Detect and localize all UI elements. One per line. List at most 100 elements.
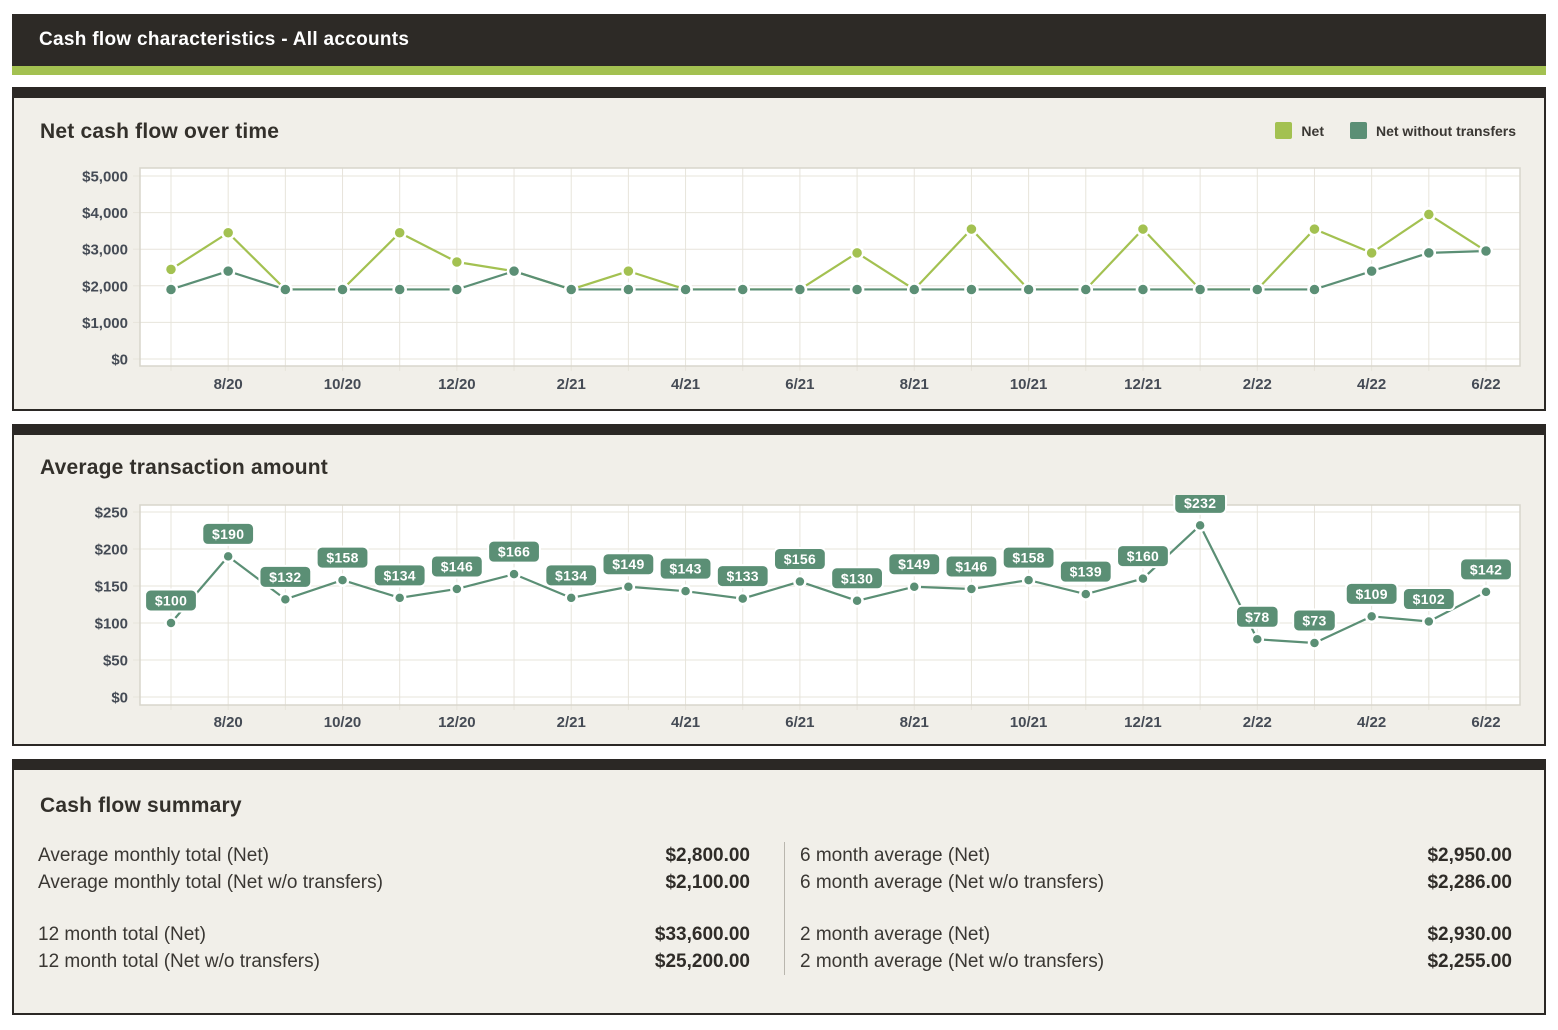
data-label-badge: $146 <box>944 554 999 579</box>
summary-row: 2 month average (Net) $2,930.00 <box>800 921 1512 948</box>
legend-item-net[interactable]: Net <box>1275 122 1324 139</box>
data-point[interactable] <box>964 282 979 297</box>
svg-text:$130: $130 <box>841 570 873 586</box>
svg-text:$73: $73 <box>1302 612 1326 628</box>
data-point[interactable] <box>621 579 636 594</box>
data-point[interactable] <box>1307 282 1322 297</box>
data-point[interactable] <box>621 282 636 297</box>
svg-text:$142: $142 <box>1470 561 1502 577</box>
data-point[interactable] <box>392 591 407 605</box>
svg-text:$100: $100 <box>155 593 187 609</box>
x-axis-tick-label: 10/21 <box>1010 376 1048 393</box>
data-label-badge: $232 <box>1173 495 1228 515</box>
x-axis-tick-label: 4/21 <box>671 714 700 731</box>
data-point[interactable] <box>1478 243 1494 259</box>
y-axis-tick-label: $2,000 <box>82 278 128 295</box>
data-point[interactable] <box>506 263 522 279</box>
x-axis-tick-label: 6/21 <box>785 714 814 731</box>
data-point[interactable] <box>1021 573 1036 587</box>
data-point[interactable] <box>1422 614 1436 629</box>
data-point[interactable] <box>621 263 636 279</box>
data-label-badge: $156 <box>773 547 827 572</box>
data-point[interactable] <box>1364 245 1379 261</box>
data-point[interactable] <box>850 594 864 608</box>
data-point[interactable] <box>278 282 293 297</box>
y-axis-tick-label: $100 <box>95 616 128 633</box>
net-cash-flow-chart[interactable]: $0 $1,000 $2,000 $3,000 $4,000 $5,000 8/20 10/2… <box>14 158 1544 403</box>
data-point[interactable] <box>678 584 693 598</box>
y-axis-tick-label: $250 <box>95 505 128 522</box>
data-point[interactable] <box>1421 207 1437 222</box>
data-point[interactable] <box>1250 632 1265 647</box>
summary-label: 6 month average (Net w/o transfers) <box>800 872 1105 893</box>
gridlines <box>133 505 1520 710</box>
plot-area <box>140 505 1520 705</box>
data-point[interactable] <box>1136 571 1150 586</box>
data-point[interactable] <box>1135 221 1151 237</box>
data-point[interactable] <box>450 582 464 596</box>
data-point[interactable] <box>1192 282 1208 297</box>
data-label-badge: $78 <box>1235 604 1280 629</box>
data-point[interactable] <box>392 282 407 297</box>
data-point[interactable] <box>449 282 465 297</box>
data-point[interactable] <box>1364 609 1379 624</box>
data-point[interactable] <box>964 221 979 237</box>
data-point[interactable] <box>1079 587 1093 601</box>
data-point[interactable] <box>1479 585 1493 599</box>
data-point[interactable] <box>849 282 865 297</box>
summary-label: Average monthly total (Net w/o transfers… <box>38 872 383 893</box>
summary-divider <box>784 842 785 975</box>
data-point[interactable] <box>163 262 179 277</box>
data-point[interactable] <box>220 263 236 279</box>
data-label-badge: $102 <box>1401 587 1456 612</box>
svg-text:$102: $102 <box>1413 591 1445 607</box>
summary-row: 12 month total (Net) $33,600.00 <box>38 921 750 948</box>
data-point[interactable] <box>563 282 579 297</box>
data-label-badge: $149 <box>887 552 942 577</box>
data-label-badge: $73 <box>1292 608 1337 633</box>
data-point[interactable] <box>164 616 178 630</box>
data-point[interactable] <box>335 282 350 297</box>
data-point[interactable] <box>220 225 236 240</box>
data-point[interactable] <box>907 579 922 594</box>
data-point[interactable] <box>449 254 465 270</box>
data-point[interactable] <box>792 282 808 297</box>
data-label-badge: $190 <box>201 521 256 546</box>
data-point[interactable] <box>1307 221 1322 237</box>
data-point[interactable] <box>1307 636 1322 650</box>
data-point[interactable] <box>735 591 750 606</box>
data-point[interactable] <box>849 245 865 261</box>
summary-column: 6 month average (Net) $2,950.00 6 month av… <box>800 842 1512 975</box>
data-point[interactable] <box>1078 282 1094 297</box>
average-transaction-chart[interactable]: $0 $50 $100 $150 $200 $250 8/20 10/20 12/20 2/21 4… <box>14 495 1544 740</box>
data-point[interactable] <box>907 282 922 297</box>
net-cash-flow-title: Net cash flow over time <box>40 120 280 143</box>
data-point[interactable] <box>1193 518 1207 533</box>
data-point[interactable] <box>163 282 179 297</box>
data-point[interactable] <box>1421 245 1437 261</box>
data-point[interactable] <box>735 282 750 297</box>
data-point[interactable] <box>278 592 293 607</box>
summary-grid: Average monthly total (Net) $2,800.00 Aver… <box>38 842 1512 975</box>
chart-legend: Net Net without transfers <box>1275 122 1516 139</box>
data-point[interactable] <box>507 567 521 581</box>
plot-border <box>139 504 1521 706</box>
data-point[interactable] <box>678 282 693 297</box>
data-point[interactable] <box>1135 282 1151 297</box>
summary-column: Average monthly total (Net) $2,800.00 Aver… <box>38 842 750 975</box>
summary-label: Average monthly total (Net) <box>38 845 269 866</box>
data-point[interactable] <box>1021 282 1036 297</box>
data-point[interactable] <box>1250 282 1265 297</box>
data-point[interactable] <box>564 591 578 605</box>
svg-text:$143: $143 <box>669 561 701 577</box>
data-point[interactable] <box>335 573 350 587</box>
x-axis-tick-label: 8/21 <box>900 714 929 731</box>
data-point[interactable] <box>1364 263 1379 279</box>
summary-row: Average monthly total (Net) $2,800.00 <box>38 842 750 869</box>
data-point[interactable] <box>392 225 407 240</box>
data-point[interactable] <box>964 582 979 596</box>
data-point[interactable] <box>221 549 235 564</box>
legend-item-net-without-transfers[interactable]: Net without transfers <box>1349 122 1516 139</box>
data-point[interactable] <box>793 574 807 589</box>
